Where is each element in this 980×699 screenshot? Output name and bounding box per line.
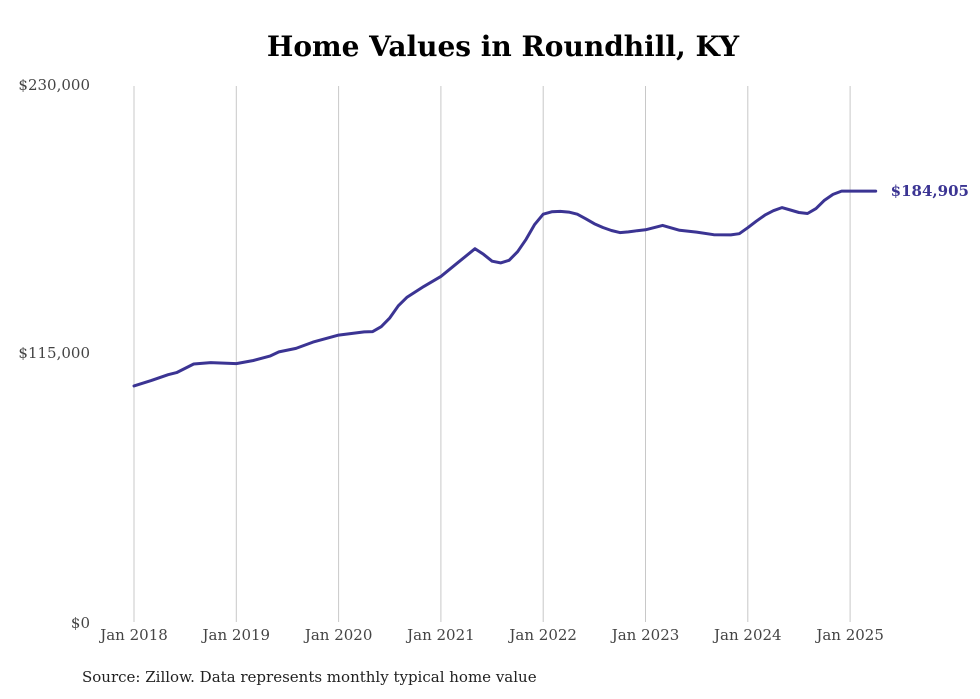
x-tick-label: Jan 2021 (405, 626, 475, 644)
x-tick-label: Jan 2020 (303, 626, 373, 644)
chart-title: Home Values in Roundhill, KY (266, 30, 740, 63)
y-axis-ticks: $0 $115,000 $230,000 (18, 76, 90, 632)
x-tick-label: Jan 2023 (610, 626, 680, 644)
y-tick-label: $0 (71, 614, 90, 632)
series-lines (132, 189, 878, 388)
gridlines (133, 86, 851, 622)
series-line (132, 189, 878, 388)
y-tick-label: $230,000 (18, 76, 90, 94)
source-note: Source: Zillow. Data represents monthly … (82, 668, 537, 686)
x-tick-label: Jan 2025 (814, 626, 884, 644)
x-axis-ticks: Jan 2018 Jan 2019 Jan 2020 Jan 2021 Jan 2022… (98, 626, 884, 644)
x-tick-label: Jan 2018 (98, 626, 168, 644)
y-tick-label: $115,000 (18, 344, 90, 362)
end-value-label: $184,905 (891, 182, 969, 200)
end-labels: $184,905 (891, 182, 969, 200)
x-tick-label: Jan 2019 (201, 626, 271, 644)
x-tick-label: Jan 2022 (507, 626, 577, 644)
x-tick-label: Jan 2024 (712, 626, 782, 644)
